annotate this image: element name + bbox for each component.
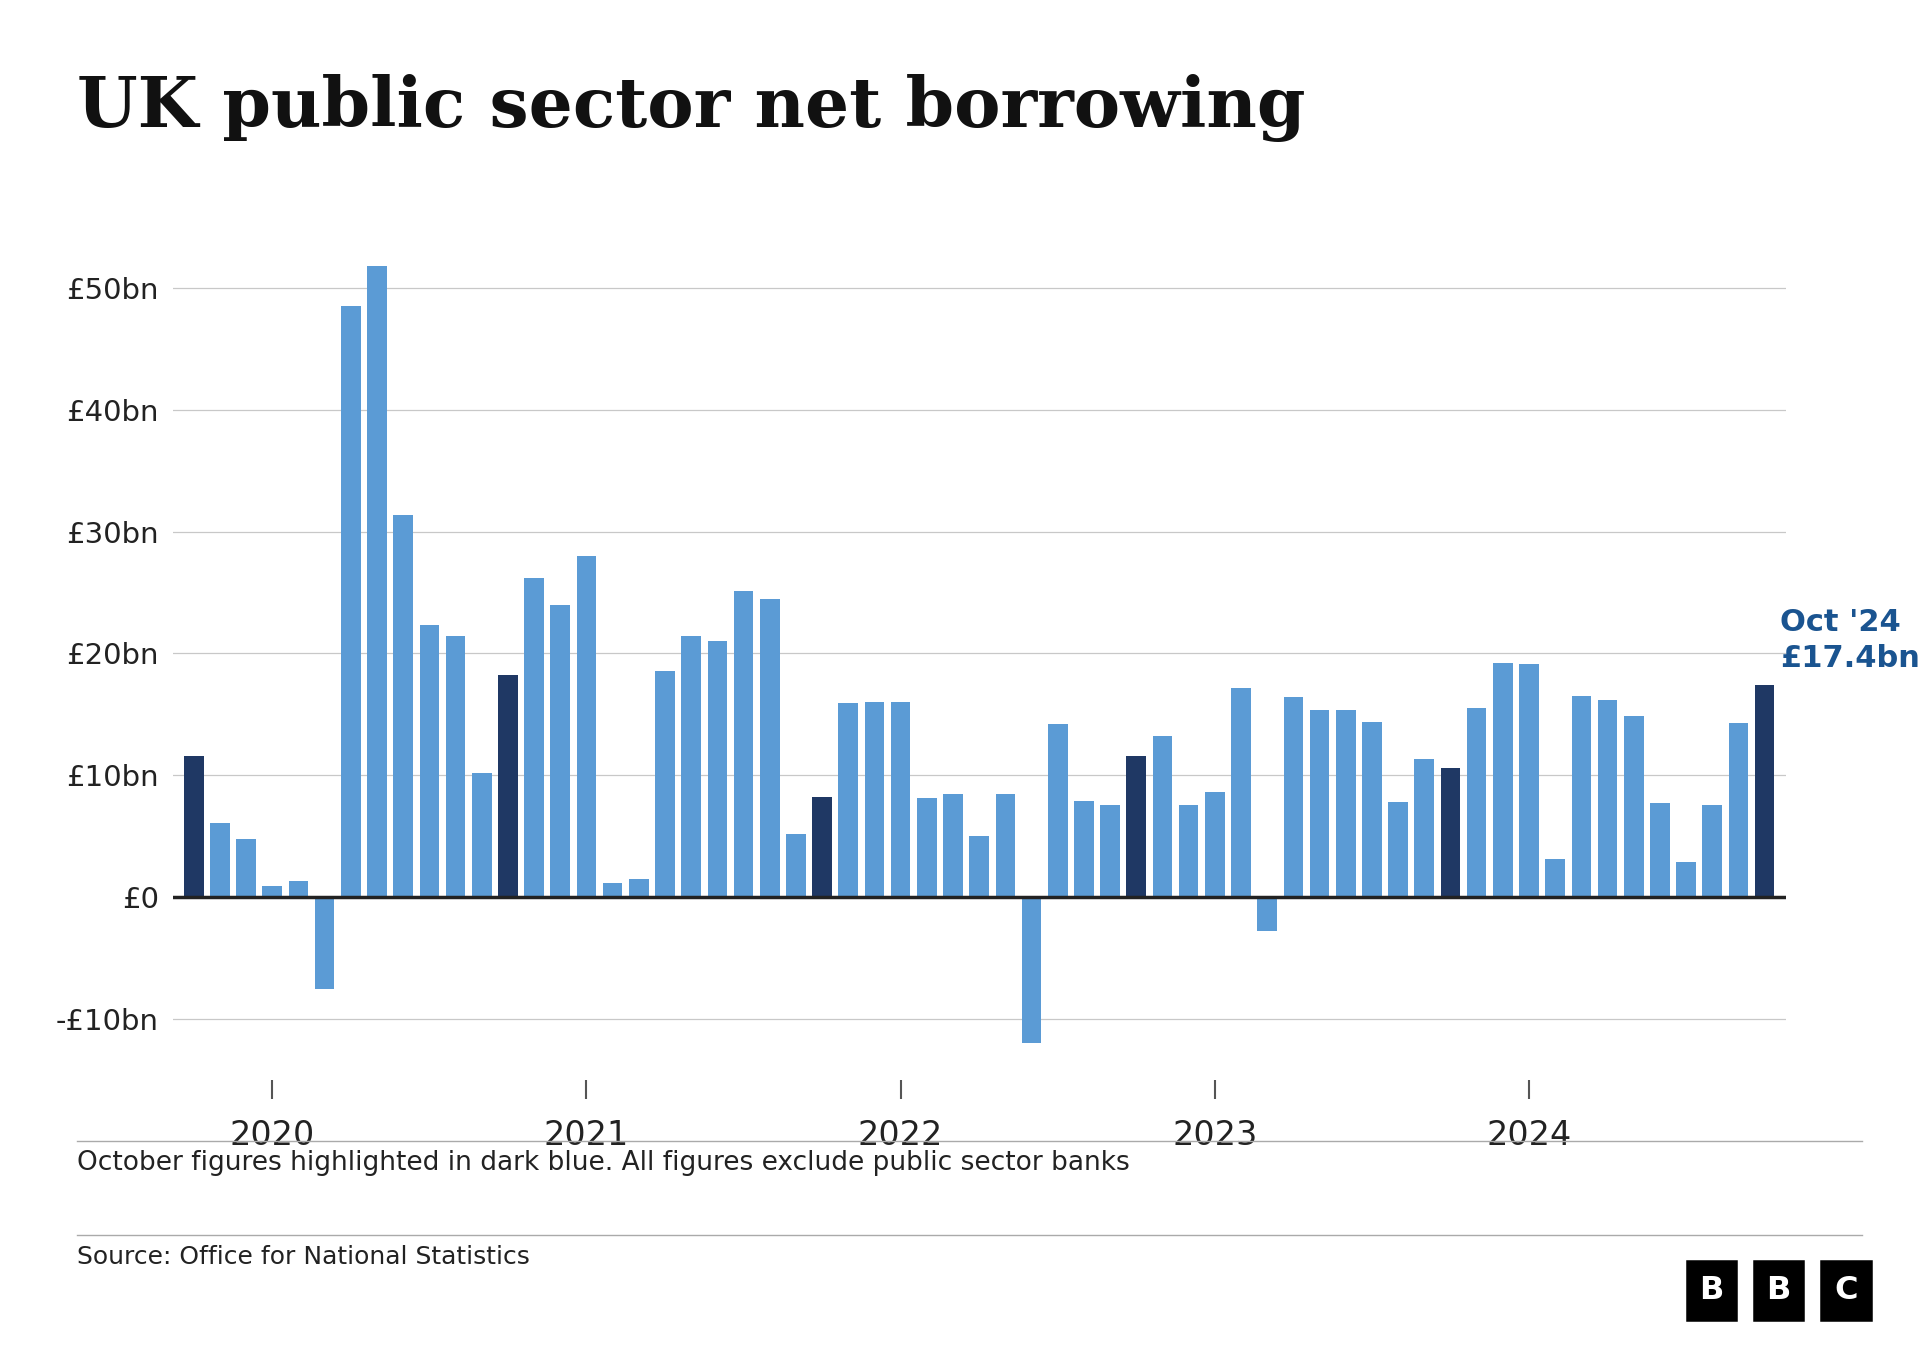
Bar <box>603 883 622 898</box>
Bar <box>1179 805 1198 898</box>
Bar <box>472 772 492 898</box>
Bar <box>1755 686 1774 898</box>
Bar <box>1258 898 1277 931</box>
Bar <box>315 898 334 988</box>
Bar <box>524 578 543 898</box>
Bar <box>1206 792 1225 898</box>
Bar <box>864 702 885 898</box>
Bar <box>1127 756 1146 898</box>
Bar <box>367 266 386 898</box>
FancyBboxPatch shape <box>1684 1258 1740 1323</box>
Bar <box>342 306 361 898</box>
Bar <box>1546 860 1565 898</box>
Bar <box>1703 805 1722 898</box>
Bar <box>1676 861 1695 898</box>
Bar <box>1597 699 1617 898</box>
Bar <box>996 794 1016 898</box>
Bar <box>420 625 440 898</box>
Bar <box>209 824 230 898</box>
Bar <box>394 514 413 898</box>
Bar <box>1494 663 1513 898</box>
Text: C: C <box>1834 1276 1859 1305</box>
Bar <box>1100 805 1119 898</box>
Bar <box>655 671 674 898</box>
Bar <box>682 636 701 898</box>
Bar <box>1073 801 1094 898</box>
Bar <box>1649 803 1670 898</box>
Bar <box>1284 698 1304 898</box>
Bar <box>1388 802 1407 898</box>
FancyBboxPatch shape <box>1818 1258 1874 1323</box>
Bar <box>1415 760 1434 898</box>
Bar <box>1361 722 1382 898</box>
Bar <box>1021 898 1041 1044</box>
Bar <box>1572 697 1592 898</box>
Bar <box>839 703 858 898</box>
Bar <box>1467 709 1486 898</box>
Bar <box>918 798 937 898</box>
Bar <box>184 756 204 898</box>
Bar <box>812 798 831 898</box>
Bar <box>630 879 649 898</box>
Text: Oct '24
£17.4bn: Oct '24 £17.4bn <box>1780 608 1920 672</box>
Bar <box>288 882 309 898</box>
Bar <box>785 834 806 898</box>
Bar <box>1152 736 1173 898</box>
Bar <box>1624 716 1644 898</box>
Text: B: B <box>1766 1276 1791 1305</box>
Bar <box>236 838 255 898</box>
Bar <box>1728 722 1749 898</box>
Bar <box>1309 710 1329 898</box>
Bar <box>497 675 518 898</box>
Bar <box>891 702 910 898</box>
Bar <box>970 836 989 898</box>
Bar <box>1231 687 1250 898</box>
FancyBboxPatch shape <box>1751 1258 1807 1323</box>
Bar <box>733 591 753 898</box>
Bar <box>445 636 465 898</box>
Bar <box>943 794 962 898</box>
Bar <box>263 886 282 898</box>
Bar <box>576 556 597 898</box>
Bar <box>1519 664 1538 898</box>
Bar <box>708 641 728 898</box>
Bar <box>1336 710 1356 898</box>
Bar <box>760 598 780 898</box>
Text: Source: Office for National Statistics: Source: Office for National Statistics <box>77 1245 530 1269</box>
Text: UK public sector net borrowing: UK public sector net borrowing <box>77 74 1306 142</box>
Bar <box>1440 768 1461 898</box>
Text: October figures highlighted in dark blue. All figures exclude public sector bank: October figures highlighted in dark blue… <box>77 1150 1129 1176</box>
Bar <box>1048 724 1068 898</box>
Text: B: B <box>1699 1276 1724 1305</box>
Bar <box>551 605 570 898</box>
